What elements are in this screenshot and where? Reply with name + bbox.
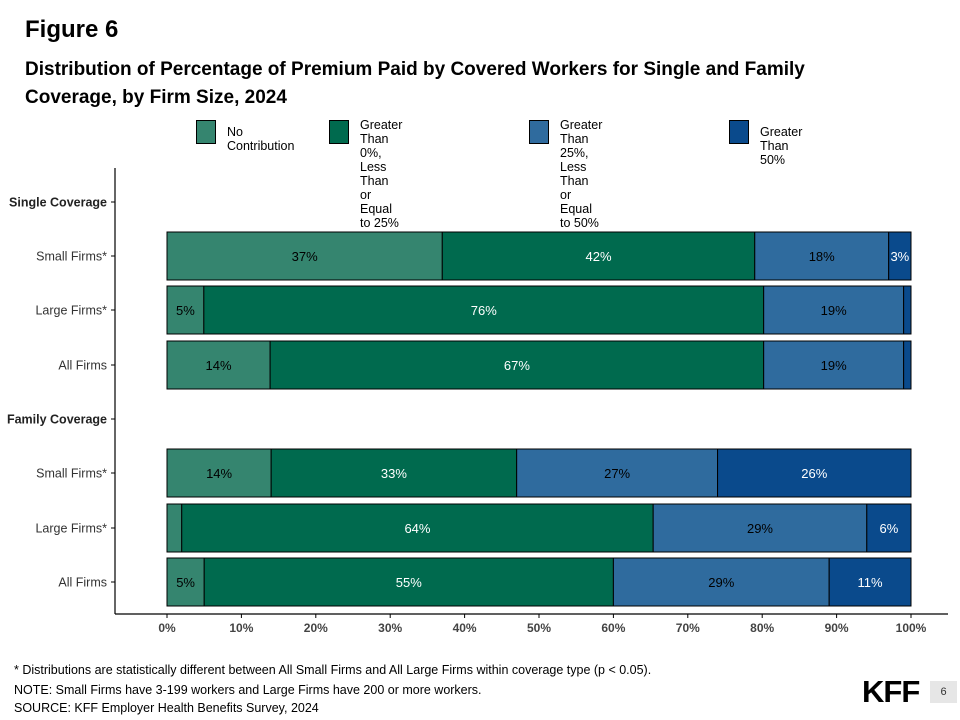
- bar-segment: [166, 503, 183, 553]
- x-tick-label: 100%: [896, 621, 927, 635]
- x-tick-label: 30%: [378, 621, 402, 635]
- bar-segment: [866, 503, 912, 553]
- bar-data-label: 64%: [404, 521, 430, 536]
- bar-data-label: 76%: [471, 303, 497, 318]
- bar-data-label: 5%: [176, 575, 195, 590]
- bar-data-label: 19%: [821, 358, 847, 373]
- kff-logo: KFF: [862, 674, 920, 709]
- bar-segment: [717, 448, 912, 498]
- bar-data-label: 29%: [747, 521, 773, 536]
- x-tick-label: 90%: [825, 621, 849, 635]
- x-tick-label: 70%: [676, 621, 700, 635]
- bar-data-label: 14%: [206, 466, 232, 481]
- bar-segment: [166, 340, 271, 390]
- y-group-label: Family Coverage: [7, 413, 107, 427]
- x-tick-label: 50%: [527, 621, 551, 635]
- bar-segment: [166, 557, 205, 607]
- y-category-label: Small Firms*: [36, 250, 107, 264]
- bar-data-label: 67%: [504, 358, 530, 373]
- bar-segment: [441, 231, 756, 281]
- legend-label-over-50: Greater Than 50%: [760, 125, 803, 167]
- bar-segment: [166, 231, 443, 281]
- bar-data-label: 37%: [292, 249, 318, 264]
- bar-data-label: 14%: [206, 358, 232, 373]
- legend-label-no-contribution: No Contribution: [227, 125, 295, 153]
- bar-data-label: 19%: [821, 303, 847, 318]
- bar-segment: [203, 557, 614, 607]
- y-group-label: Single Coverage: [9, 196, 107, 210]
- y-category-label: Small Firms*: [36, 467, 107, 481]
- bar-segment: [516, 448, 719, 498]
- bar-segment: [754, 231, 890, 281]
- bar-segment: [652, 503, 868, 553]
- bar-segment: [203, 285, 765, 335]
- y-category-label: All Firms: [58, 576, 107, 590]
- stacked-bar-chart: Single Coverage Small Firms* Large Firms* A…: [7, 168, 948, 635]
- bar-data-label: 6%: [880, 521, 899, 536]
- x-tick-label: 40%: [453, 621, 477, 635]
- bar-segment: [612, 557, 830, 607]
- bar-segment: [270, 448, 518, 498]
- x-tick-label: 60%: [601, 621, 625, 635]
- bar-segment: [166, 448, 272, 498]
- y-category-label: Large Firms*: [35, 304, 107, 318]
- bar-data-label: 55%: [396, 575, 422, 590]
- x-tick-label: 80%: [750, 621, 774, 635]
- bar-data-label: 5%: [176, 303, 195, 318]
- bar-segment: [269, 340, 765, 390]
- x-tick-label: 20%: [304, 621, 328, 635]
- bar-data-label: 33%: [381, 466, 407, 481]
- bar-data-label: 26%: [801, 466, 827, 481]
- chart-title: Distribution of Percentage of Premium Pa…: [25, 59, 805, 108]
- legend-swatch-no-contribution: [196, 120, 216, 144]
- y-category-label: All Firms: [58, 359, 107, 373]
- footnote-significance: * Distributions are statistically differ…: [14, 663, 652, 677]
- bar-data-label: 3%: [890, 249, 909, 264]
- bar-data-label: 42%: [586, 249, 612, 264]
- footnote-source: SOURCE: KFF Employer Health Benefits Sur…: [14, 701, 319, 715]
- bar-data-label: 11%: [858, 575, 883, 590]
- legend-swatch-over-50: [729, 120, 749, 144]
- bar-segment: [888, 231, 912, 281]
- page-number: 6: [930, 681, 957, 703]
- bar-segment: [903, 285, 912, 335]
- x-tick-label: 10%: [229, 621, 253, 635]
- bar-segment: [181, 503, 654, 553]
- y-category-label: Large Firms*: [35, 522, 107, 536]
- legend-swatch-0-to-25: [329, 120, 349, 144]
- figure-label: Figure 6: [25, 16, 119, 43]
- bar-data-label: 18%: [809, 249, 835, 264]
- x-tick-label: 0%: [158, 621, 176, 635]
- footnote-note: NOTE: Small Firms have 3-199 workers and…: [14, 683, 482, 697]
- bar-segment: [903, 340, 912, 390]
- legend-swatch-25-to-50: [529, 120, 549, 144]
- legend-label-25-to-50: Greater Than 25%, Less Than or Equal to …: [560, 118, 603, 230]
- legend-label-0-to-25: Greater Than 0%, Less Than or Equal to 2…: [360, 118, 403, 230]
- bar-data-label: 27%: [604, 466, 630, 481]
- bar-segment: [828, 557, 912, 607]
- bar-data-label: 29%: [708, 575, 734, 590]
